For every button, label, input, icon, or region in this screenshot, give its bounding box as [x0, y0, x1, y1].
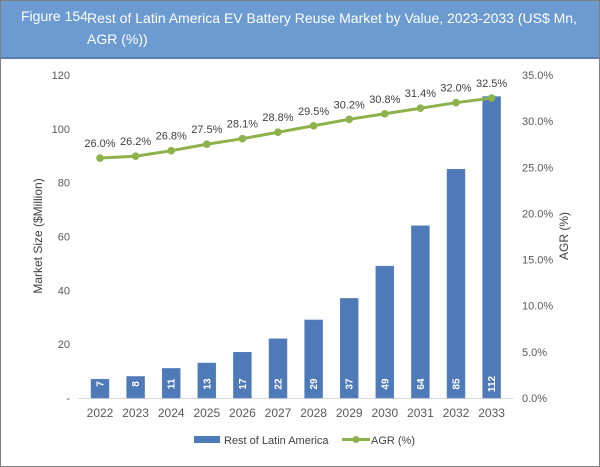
legend: Rest of Latin America AGR (%): [194, 435, 415, 447]
bar-data-label: 13: [202, 378, 213, 390]
agr-data-label: 32.5%: [476, 78, 507, 90]
y2-tick-label: 15.0%: [522, 255, 553, 267]
bar-data-label: 112: [487, 375, 498, 392]
agr-marker: [96, 154, 104, 162]
agr-data-label: 28.1%: [227, 119, 258, 131]
bar: [482, 96, 501, 399]
agr-marker: [203, 140, 211, 149]
agr-data-label: 30.2%: [334, 99, 365, 111]
x-tick-label: 2022: [87, 406, 114, 420]
y2-tick-label: 20.0%: [522, 208, 553, 220]
x-tick-label: 2031: [407, 406, 434, 420]
agr-line: [99, 96, 492, 160]
y-axis-title: Market Size ($Million): [31, 178, 45, 293]
agr-data-label: 29.5%: [298, 106, 329, 118]
agr-marker: [452, 98, 460, 107]
figure-title: Rest of Latin America EV Battery Reuse M…: [87, 10, 577, 47]
bar: [268, 338, 288, 399]
bar: [304, 319, 323, 399]
y2-tick-label: 0.0%: [522, 393, 547, 405]
agr-data-label: 31.4%: [405, 88, 436, 100]
bar-data-label: 22: [274, 378, 285, 390]
y-tick-label: 120: [52, 70, 70, 82]
y2-tick-label: 35.0%: [522, 70, 553, 82]
x-tick-label: 2026: [229, 406, 256, 420]
bar-data-label: 8: [131, 381, 142, 387]
bar: [126, 376, 145, 399]
bar: [161, 368, 181, 399]
x-tick-label: 2024: [158, 406, 185, 420]
bar: [446, 168, 466, 399]
legend-swatch-bar: [194, 436, 220, 443]
agr-data-label: 26.0%: [84, 138, 115, 150]
agr-data-label: 28.8%: [262, 112, 293, 124]
bar-data-label: 37: [345, 378, 356, 390]
x-tick-label: 2025: [193, 406, 220, 420]
y-axis-left: - 20 40 60 80 100 120: [52, 70, 71, 405]
y-tick-label: 40: [58, 285, 70, 297]
legend-label-line: AGR (%): [371, 435, 415, 447]
y2-tick-label: 25.0%: [522, 162, 553, 174]
agr-line-series: 26.0% 26.2% 26.8% 27.5% 28.1% 28.8% 29.5% 30.2%…: [84, 78, 507, 162]
x-tick-label: 2029: [336, 406, 363, 420]
agr-data-label: 26.8%: [156, 131, 187, 143]
agr-marker: [238, 134, 247, 143]
agr-marker: [167, 146, 175, 155]
bar: [375, 265, 395, 399]
y-tick-label: 60: [58, 232, 70, 244]
y-axis-right: 0.0% 5.0% 10.0% 15.0% 20.0% 25.0% 30.0% 35.0%: [522, 70, 553, 405]
agr-data-label: 26.2%: [120, 136, 151, 148]
x-tick-label: 2028: [300, 406, 327, 420]
x-tick-label: 2027: [265, 406, 292, 420]
agr-data-label: 30.8%: [369, 94, 400, 106]
bar: [197, 362, 217, 399]
x-tick-label: 2023: [122, 406, 149, 420]
bar: [90, 378, 110, 399]
figure-label: Figure 154: [21, 8, 88, 24]
bar-data-label: 11: [167, 378, 178, 389]
y2-tick-label: 5.0%: [522, 347, 547, 359]
y2-tick-label: 10.0%: [522, 301, 553, 313]
agr-marker: [309, 121, 318, 130]
bar-data-label: 49: [380, 378, 391, 390]
y-tick-label: 80: [58, 178, 70, 190]
y-tick-label: 20: [58, 339, 70, 351]
figure-header: Figure 154 Rest of Latin America EV Batt…: [1, 1, 599, 59]
bar-data-label: 17: [238, 378, 249, 390]
agr-marker: [381, 109, 389, 118]
y2-tick-label: 30.0%: [522, 116, 553, 128]
y-tick-label: 100: [52, 124, 70, 136]
bar: [233, 351, 252, 399]
bar-data-label: 85: [452, 378, 463, 390]
agr-marker: [416, 104, 425, 113]
bar-data-label: 64: [416, 378, 427, 390]
x-tick-label: 2033: [478, 406, 505, 420]
y-tick-label: -: [66, 393, 70, 405]
agr-marker: [274, 128, 282, 137]
agr-marker: [487, 94, 496, 102]
x-tick-label: 2030: [371, 406, 398, 420]
agr-data-label: 27.5%: [191, 124, 222, 136]
bar: [411, 225, 430, 399]
x-axis: 2022 2023 2024 2025 2026 2027 2028 2029 2030 2031…: [87, 406, 506, 420]
y2-axis-title: AGR (%): [557, 212, 571, 260]
legend-label-bar: Rest of Latin America: [224, 435, 329, 447]
agr-marker: [345, 115, 354, 124]
x-tick-label: 2032: [443, 406, 470, 420]
bar: [339, 298, 359, 399]
legend-marker-line: [352, 436, 360, 443]
agr-data-label: 32.0%: [440, 83, 471, 95]
agr-marker: [131, 152, 140, 161]
bar-data-label: 7: [96, 381, 107, 387]
bar-data-label: 29: [309, 378, 320, 390]
bar-series: 7 8 11 13 17 22 29 37 49 64 85 112: [90, 96, 501, 399]
